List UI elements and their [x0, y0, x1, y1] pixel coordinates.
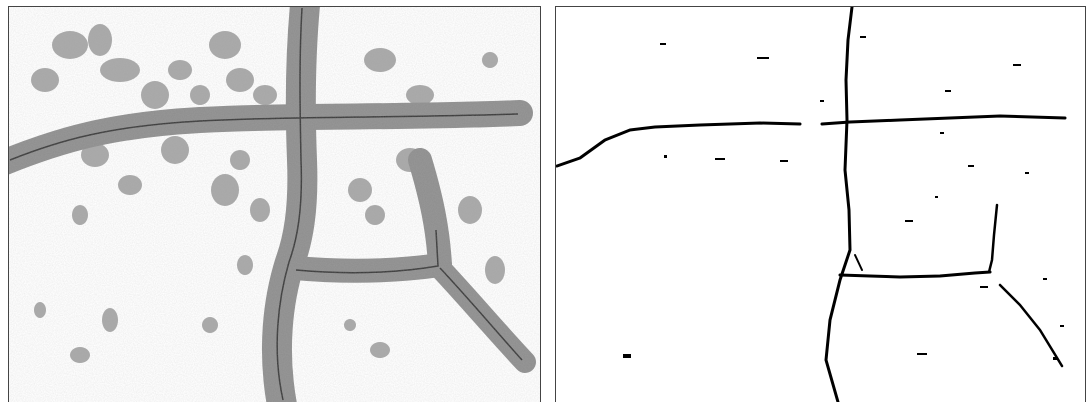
right-panel — [556, 7, 1085, 402]
right-background — [556, 7, 1085, 402]
page — [0, 0, 1089, 402]
left-panel — [5, 5, 540, 402]
comparison-view — [0, 0, 1089, 402]
texture-overlay — [9, 7, 540, 402]
